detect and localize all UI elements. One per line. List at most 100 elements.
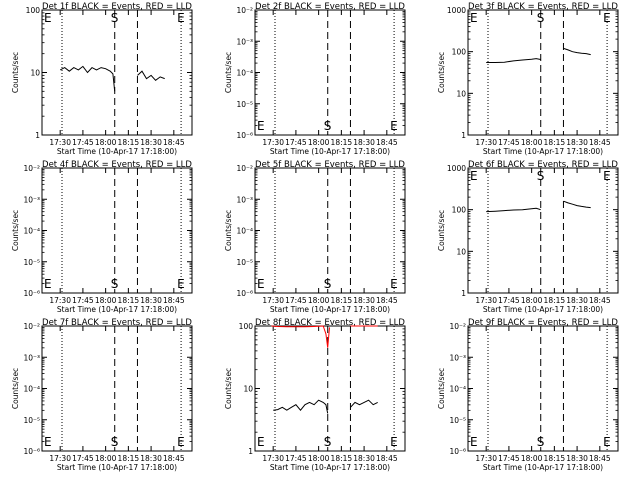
x-tick-label: 18:00 (308, 138, 330, 147)
marker-s: S (324, 119, 332, 133)
panel-title: Det 5f BLACK = Events, RED = LLD (255, 160, 405, 170)
y-tick-label: 10⁻⁴ (449, 385, 466, 394)
x-axis-label: Start Time (10-Apr-17 17:18:00) (270, 147, 390, 156)
detector-panel-6: Det 6f BLACK = Events, RED = LLD 1 10 100 10… (437, 160, 619, 314)
x-tick-label: 18:00 (521, 138, 543, 147)
x-axis-label: Start Time (10-Apr-17 17:18:00) (483, 463, 603, 472)
x-tick-label: 18:30 (566, 138, 588, 147)
x-tick-label: 18:15 (331, 454, 353, 463)
events-series-line (486, 207, 541, 213)
x-tick-label: 18:00 (521, 454, 543, 463)
panel-title: Det 2f BLACK = Events, RED = LLD (255, 2, 405, 12)
x-axis-label: Start Time (10-Apr-17 17:18:00) (57, 305, 177, 314)
y-axis-label: Counts/sec (224, 210, 233, 251)
detector-panel-4: Det 4f BLACK = Events, RED = LLD 10⁻⁶ 10⁻⁵… (11, 160, 193, 314)
y-tick-label: 10⁻⁵ (236, 100, 253, 109)
y-tick-label: 10⁻⁶ (23, 447, 40, 456)
marker-e-end: E (603, 11, 611, 25)
detector-panel-5: Det 5f BLACK = Events, RED = LLD 10⁻⁶ 10⁻⁵… (224, 160, 406, 314)
x-tick-label: 18:30 (353, 296, 375, 305)
marker-e-start: E (44, 11, 52, 25)
marker-e-end: E (390, 119, 398, 133)
y-axis-label: Counts/sec (437, 52, 446, 93)
plot-frame (467, 167, 619, 294)
x-tick-label: 18:00 (521, 296, 543, 305)
y-tick-label: 10⁻⁶ (236, 289, 253, 298)
x-tick-label: 18:30 (140, 454, 162, 463)
marker-e-start: E (470, 11, 478, 25)
y-tick-label: 10 (456, 247, 466, 256)
detector-panel-8: Det 8f BLACK = Events, RED = LLD 1 10 100 Co… (224, 318, 406, 472)
events-series-line (59, 65, 116, 92)
x-tick-label: 17:45 (285, 138, 307, 147)
y-tick-label: 10⁻⁶ (23, 289, 40, 298)
y-axis-label: Counts/sec (437, 210, 446, 251)
marker-e-end: E (390, 277, 398, 291)
marker-e-end: E (603, 435, 611, 449)
x-tick-label: 18:00 (308, 296, 330, 305)
x-tick-label: 17:45 (498, 454, 520, 463)
x-tick-label: 18:45 (589, 138, 611, 147)
plot-frame (467, 325, 619, 452)
x-tick-label: 17:45 (285, 296, 307, 305)
y-tick-label: 10⁻³ (23, 353, 40, 362)
x-axis-label: Start Time (10-Apr-17 17:18:00) (57, 463, 177, 472)
x-tick-label: 18:45 (589, 454, 611, 463)
y-tick-label: 10⁻³ (23, 195, 40, 204)
y-tick-label: 10 (30, 69, 40, 78)
x-tick-label: 17:30 (262, 454, 284, 463)
panel-title: Det 4f BLACK = Events, RED = LLD (42, 160, 192, 170)
y-tick-label: 10⁻⁴ (23, 227, 40, 236)
x-tick-label: 18:45 (163, 138, 185, 147)
events-series-line (486, 58, 541, 63)
x-tick-label: 18:15 (118, 138, 140, 147)
marker-s: S (537, 169, 545, 183)
y-tick-label: 10⁻⁴ (236, 69, 253, 78)
x-tick-label: 18:30 (566, 296, 588, 305)
x-tick-label: 18:45 (589, 296, 611, 305)
x-axis-label: Start Time (10-Apr-17 17:18:00) (270, 463, 390, 472)
marker-s: S (324, 277, 332, 291)
x-axis-label: Start Time (10-Apr-17 17:18:00) (483, 305, 603, 314)
y-axis-label: Counts/sec (437, 368, 446, 409)
plot-frame (254, 325, 406, 452)
x-tick-label: 17:30 (475, 296, 497, 305)
detector-panel-7: Det 7f BLACK = Events, RED = LLD 10⁻⁶ 10⁻⁵… (11, 318, 193, 472)
events-series-line (563, 200, 591, 209)
detector-panel-9: Det 9f BLACK = Events, RED = LLD 10⁻⁶ 10⁻⁵… (437, 318, 619, 472)
x-tick-label: 18:15 (544, 138, 566, 147)
lld-series-line (271, 325, 330, 348)
marker-e-end: E (603, 169, 611, 183)
x-tick-label: 17:30 (262, 138, 284, 147)
events-series-line (350, 399, 378, 408)
y-tick-label: 10⁻² (23, 164, 40, 173)
y-tick-label: 10⁻⁶ (449, 447, 466, 456)
y-tick-label: 10⁻² (236, 6, 253, 15)
y-tick-label: 10⁻⁵ (236, 258, 253, 267)
x-tick-label: 18:30 (140, 138, 162, 147)
x-tick-label: 17:30 (262, 296, 284, 305)
y-tick-label: 100 (239, 322, 254, 331)
plot-frame (254, 9, 406, 136)
x-tick-label: 17:30 (49, 138, 71, 147)
x-tick-label: 17:30 (475, 454, 497, 463)
panel-title: Det 1f BLACK = Events, RED = LLD (42, 2, 192, 12)
marker-e-start: E (44, 435, 52, 449)
detector-panel-2: Det 2f BLACK = Events, RED = LLD 10⁻⁶ 10⁻⁵… (224, 2, 406, 156)
y-tick-label: 10⁻³ (236, 37, 253, 46)
y-tick-label: 10⁻³ (449, 353, 466, 362)
y-tick-label: 1 (248, 447, 253, 456)
x-tick-label: 17:45 (498, 138, 520, 147)
y-tick-label: 10⁻² (449, 322, 466, 331)
y-axis-label: Counts/sec (224, 368, 233, 409)
marker-e-start: E (257, 277, 265, 291)
x-tick-label: 18:45 (376, 454, 398, 463)
detector-panel-1: Det 1f BLACK = Events, RED = LLD 1 10 100 Co… (11, 2, 193, 156)
x-tick-label: 18:45 (163, 296, 185, 305)
x-tick-label: 17:45 (72, 296, 94, 305)
x-tick-label: 18:45 (376, 296, 398, 305)
marker-e-start: E (257, 435, 265, 449)
x-tick-label: 18:15 (544, 296, 566, 305)
x-axis-label: Start Time (10-Apr-17 17:18:00) (270, 305, 390, 314)
y-axis-label: Counts/sec (11, 52, 20, 93)
